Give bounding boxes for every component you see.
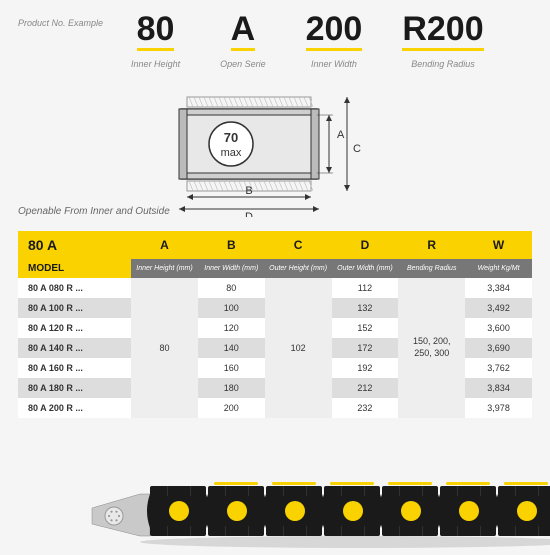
col-subheader: Weight Kg/Mt	[465, 259, 532, 278]
w-cell: 3,384	[465, 278, 532, 298]
d-cell: 132	[332, 298, 399, 318]
w-cell: 3,690	[465, 338, 532, 358]
w-cell: 3,834	[465, 378, 532, 398]
svg-text:A: A	[337, 129, 345, 141]
d-cell: 172	[332, 338, 399, 358]
chain-svg	[0, 476, 550, 550]
model-cell: 80 A 100 R ...	[18, 298, 131, 318]
table-row: 80 A 080 R ...8080102112150, 200,250, 30…	[18, 278, 532, 298]
d-cell: 152	[332, 318, 399, 338]
svg-text:70: 70	[224, 130, 238, 145]
header-value: 80	[137, 12, 175, 51]
svg-text:max: max	[221, 147, 242, 159]
col-header: C	[265, 231, 332, 259]
b-cell: 200	[198, 398, 265, 418]
w-cell: 3,978	[465, 398, 532, 418]
model-cell: 80 A 120 R ...	[18, 318, 131, 338]
table-subheader-row: MODELInner Height (mm)Inner Width (mm)Ou…	[18, 259, 532, 278]
table-header-row: 80 AABCDRW	[18, 231, 532, 259]
col-subheader: Inner Height (mm)	[131, 259, 198, 278]
model-cell: 80 A 160 R ...	[18, 358, 131, 378]
cable-chain-image	[0, 476, 550, 550]
model-cell: 80 A 140 R ...	[18, 338, 131, 358]
d-cell: 192	[332, 358, 399, 378]
col-header: R	[398, 231, 465, 259]
merged-a-cell: 80	[131, 278, 198, 418]
col-subheader: Bending Radius	[398, 259, 465, 278]
openable-note: Openable From Inner and Outside	[18, 206, 170, 217]
col-header: A	[131, 231, 198, 259]
b-cell: 140	[198, 338, 265, 358]
b-cell: 80	[198, 278, 265, 298]
header-label: Inner Height	[131, 59, 180, 69]
merged-c-cell: 102	[265, 278, 332, 418]
svg-text:B: B	[245, 185, 252, 197]
w-cell: 3,762	[465, 358, 532, 378]
model-cell: 80 A 180 R ...	[18, 378, 131, 398]
b-cell: 160	[198, 358, 265, 378]
b-cell: 100	[198, 298, 265, 318]
w-cell: 3,600	[465, 318, 532, 338]
col-subheader: Outer Width (mm)	[332, 259, 399, 278]
table-title: 80 A	[18, 231, 131, 259]
b-cell: 120	[198, 318, 265, 338]
col-subheader: Outer Height (mm)	[265, 259, 332, 278]
cross-section-diagram: 70 max AC B D Openable From Inner and Outsid…	[18, 87, 532, 217]
product-header: Product No. Example 80 Inner Height A Open …	[18, 12, 532, 69]
diagram-svg: 70 max AC B D	[155, 87, 395, 217]
header-label: Open Serie	[220, 59, 266, 69]
w-cell: 3,492	[465, 298, 532, 318]
d-cell: 112	[332, 278, 399, 298]
header-value: R200	[402, 12, 483, 51]
merged-r-cell: 150, 200,250, 300	[398, 278, 465, 418]
header-item: A Open Serie	[220, 12, 266, 69]
header-item: R200 Bending Radius	[402, 12, 483, 69]
header-value: 200	[306, 12, 363, 51]
d-cell: 212	[332, 378, 399, 398]
d-cell: 232	[332, 398, 399, 418]
model-cell: 80 A 200 R ...	[18, 398, 131, 418]
svg-text:C: C	[353, 143, 361, 155]
col-header: W	[465, 231, 532, 259]
header-item: 80 Inner Height	[131, 12, 180, 69]
col-subheader: Inner Width (mm)	[198, 259, 265, 278]
col-header: D	[332, 231, 399, 259]
svg-text:D: D	[245, 211, 253, 217]
product-prefix: Product No. Example	[18, 12, 103, 28]
header-label: Inner Width	[311, 59, 357, 69]
b-cell: 180	[198, 378, 265, 398]
spec-table: 80 AABCDRWMODELInner Height (mm)Inner Wi…	[18, 231, 532, 418]
spec-table-wrap: 80 AABCDRWMODELInner Height (mm)Inner Wi…	[18, 231, 532, 418]
col-header: B	[198, 231, 265, 259]
model-header: MODEL	[18, 259, 131, 278]
header-label: Bending Radius	[411, 59, 475, 69]
header-value: A	[231, 12, 256, 51]
model-cell: 80 A 080 R ...	[18, 278, 131, 298]
header-item: 200 Inner Width	[306, 12, 363, 69]
